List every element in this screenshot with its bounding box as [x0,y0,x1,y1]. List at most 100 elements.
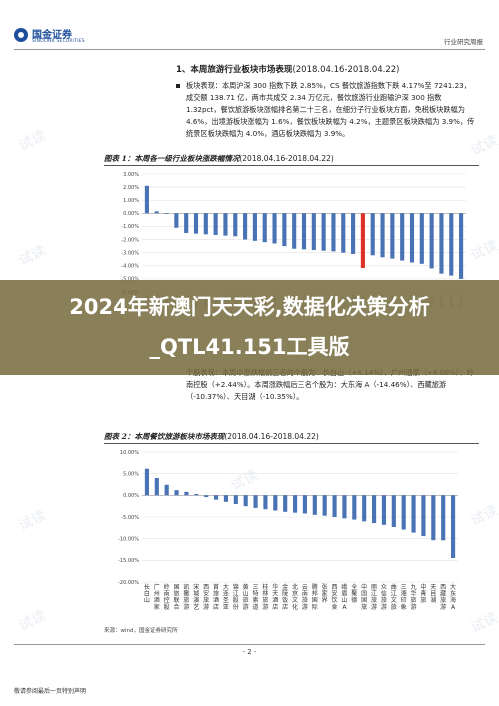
footer-divider [14,644,485,645]
y-tick-label: -1.00% [121,224,139,230]
x-category-label: 演 [193,596,199,604]
x-category-label: 凯 [183,583,189,591]
bar [233,495,238,504]
watermark: 试读 [16,242,49,270]
x-category-label: 股 [164,604,170,611]
x-category-label: 游 [183,603,189,611]
x-category-label: 旅 [174,590,180,598]
x-category-label: 店 [282,603,288,611]
bar [401,495,406,530]
x-category-label: 华 [411,590,417,598]
bar [391,495,396,527]
x-category-label: 安 [332,590,338,598]
x-category-label: 旅 [361,603,367,611]
page-header: 国金证券 SINOLINK SECURITIES 行业研究周报 [0,0,499,52]
x-category-label: 北 [292,583,298,591]
figure1-title-text: 本周各一级行业板块涨跌幅情况 [134,154,240,163]
x-category-label: 华 [272,583,278,591]
figure2-divider [104,443,479,444]
x-category-label: 眉 [341,591,347,598]
x-category-label: 江 [391,591,397,598]
x-category-label: 家 [322,590,328,598]
bar [283,495,288,512]
bar [371,495,377,524]
x-category-label: 长 [144,583,150,591]
x-category-label: 张 [322,583,328,591]
watermark: 试读 [16,127,49,155]
bar [459,213,464,279]
x-category-label: 九 [411,583,417,591]
bar [164,484,169,496]
x-category-label: 山 [341,596,347,604]
x-category-label: 天 [272,591,278,598]
x-category-label: 旅 [183,596,189,604]
figure1-date: (2018.04.16-2018.04.22) [239,154,334,163]
x-category-label: 邦 [312,590,318,598]
x-category-label: 国 [361,591,367,598]
x-category-label: 全 [351,583,357,591]
bar [282,213,287,247]
bar [431,495,436,541]
bar [292,495,298,513]
x-category-label: 亚 [223,604,229,611]
x-category-label: 控 [164,596,170,604]
x-category-label: 青 [420,590,426,598]
y-tick-label: -4.00% [121,264,139,270]
x-category-label: 店 [213,603,219,611]
x-category-label: 山 [144,596,150,604]
bar [193,213,199,234]
bar [411,495,416,533]
bar [370,213,375,256]
company-logo-icon [14,28,28,42]
bar [341,213,346,253]
x-category-label: 酒 [213,596,219,604]
y-tick-label: -5.00% [121,277,139,283]
figure2-title-text: 本周餐饮旅游板块市场表现 [134,432,225,441]
x-category-label: 文 [292,596,298,604]
bar [400,213,405,261]
bar [263,495,268,510]
bar [421,495,426,537]
bar [154,478,159,496]
x-category-label: 金 [282,583,288,591]
x-category-label: 游 [411,603,417,611]
bar [233,213,238,237]
bar [302,495,308,514]
x-category-label: 目 [430,591,436,598]
bar [429,213,434,269]
x-category-label: 三 [401,584,407,591]
report-type: 行业研究周报 [444,38,483,46]
bar [342,495,347,519]
bar [409,213,415,263]
figure1-divider [104,165,479,166]
x-category-label: 德 [351,596,357,604]
y-tick-label: 1.00% [123,198,139,204]
bar [441,495,446,541]
x-category-label: 州 [154,591,160,598]
y-tick-label: -2.00% [121,237,139,243]
x-category-label: 象 [401,603,407,611]
x-category-label: 西 [203,584,209,591]
bar [262,213,267,243]
x-category-label: 圣 [223,596,229,604]
x-category-label: 游 [262,603,268,611]
x-category-label: 旅 [420,596,426,604]
figure2-title: 图表 2：本周餐饮旅游板块市场表现(2018.04.16-2018.04.22) [104,431,319,442]
x-category-label: 饮 [332,596,338,604]
x-category-label: 西 [332,584,338,591]
x-category-label: 广 [154,583,160,591]
x-category-label: 中 [420,583,426,591]
x-category-label: 游 [440,603,446,611]
x-category-label: 白 [144,590,150,598]
y-tick-label: -20.00% [118,580,139,586]
x-category-label: 饭 [282,596,288,604]
x-category-label: 信 [381,590,387,598]
x-category-label: 印 [401,597,407,604]
bar [203,213,208,235]
x-category-label: 陵 [282,590,288,598]
x-category-label: 大 [223,583,229,591]
x-category-label: 山 [243,590,249,598]
x-category-label: 文 [391,596,397,604]
x-category-label: 食 [332,603,338,611]
bar [144,185,149,214]
